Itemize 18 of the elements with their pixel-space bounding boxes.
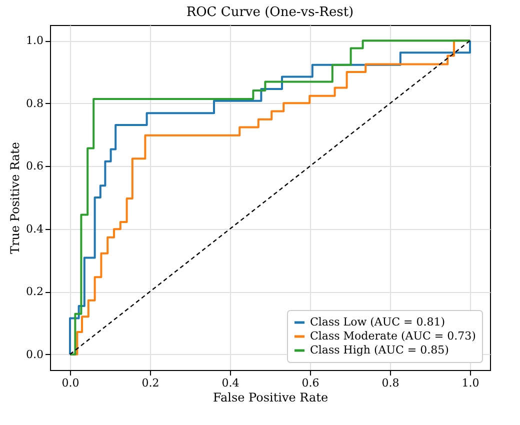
x-tick-label: 0.0 bbox=[62, 376, 80, 390]
y-tick-label: 0.6 bbox=[26, 160, 44, 173]
y-tick-label: 0.4 bbox=[26, 222, 44, 236]
y-tick-label: 0.2 bbox=[26, 285, 44, 298]
x-tick-label: 0.2 bbox=[142, 376, 160, 390]
y-tick-label: 0.8 bbox=[26, 96, 44, 110]
y-tick-label: 1.0 bbox=[26, 34, 44, 48]
y-tick-label: 0.0 bbox=[26, 348, 44, 361]
legend-label: Class Low (AUC = 0.81) bbox=[310, 316, 446, 328]
x-tick-label: 0.4 bbox=[222, 376, 240, 390]
y-axis-title: True Positive Rate bbox=[8, 142, 22, 254]
legend-label: Class Moderate (AUC = 0.73) bbox=[310, 330, 476, 342]
x-tick-label: 0.6 bbox=[302, 376, 320, 390]
x-axis-title: False Positive Rate bbox=[212, 390, 328, 404]
x-tick-label: 1.0 bbox=[462, 376, 480, 390]
chart-title: ROC Curve (One-vs-Rest) bbox=[186, 5, 354, 20]
x-tick-label: 0.8 bbox=[382, 376, 400, 390]
legend-label: Class High (AUC = 0.85) bbox=[310, 344, 449, 356]
